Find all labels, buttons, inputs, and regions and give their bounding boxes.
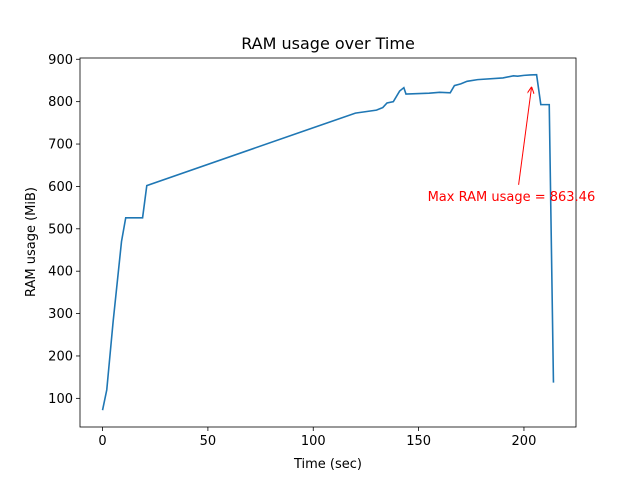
y-tick-label: 200 bbox=[48, 349, 73, 364]
x-axis-label: Time (sec) bbox=[293, 457, 362, 472]
y-tick-label: 400 bbox=[48, 265, 73, 280]
plot-frame bbox=[79, 57, 577, 428]
annotation: Max RAM usage = 863.46 bbox=[428, 190, 596, 205]
x-tick-label: 100 bbox=[301, 434, 326, 449]
y-axis-label: RAM usage (MiB) bbox=[24, 187, 39, 297]
annotation-arrow bbox=[518, 87, 532, 185]
y-tick-label: 900 bbox=[48, 53, 73, 68]
x-tick-label: 200 bbox=[512, 434, 537, 449]
y-tick-label: 100 bbox=[48, 392, 73, 407]
y-tick-label: 500 bbox=[48, 222, 73, 237]
x-tick-label: 50 bbox=[200, 434, 217, 449]
x-tick-label: 150 bbox=[406, 434, 431, 449]
y-tick-label: 300 bbox=[48, 307, 73, 322]
y-tick-label: 800 bbox=[48, 95, 73, 110]
data-line bbox=[101, 73, 555, 411]
x-tick-label: 0 bbox=[98, 434, 106, 449]
y-tick-label: 700 bbox=[48, 138, 73, 153]
chart-title: RAM usage over Time bbox=[241, 34, 415, 53]
y-tick-label: 600 bbox=[48, 180, 73, 195]
